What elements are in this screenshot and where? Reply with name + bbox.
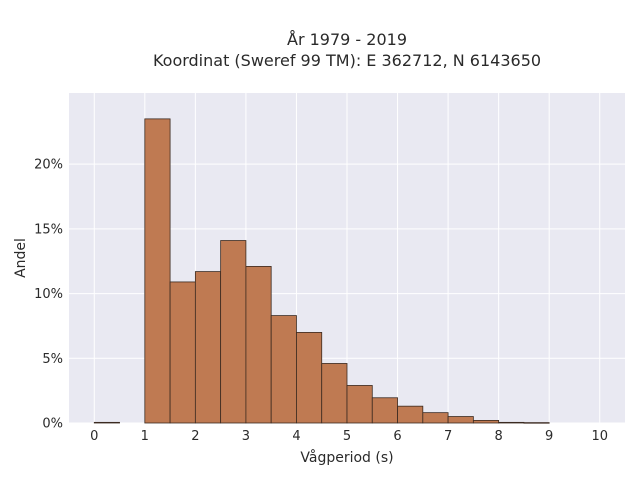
histogram-bar — [397, 405, 424, 424]
y-axis-ticks: 0% 5% 10% 15% 20% — [34, 158, 63, 432]
histogram-bar — [144, 118, 171, 424]
histogram-bar — [220, 240, 247, 424]
histogram-bar — [346, 385, 373, 424]
x-tick-label: 1 — [141, 429, 149, 444]
bars — [93, 118, 550, 424]
histogram-bar — [321, 363, 348, 424]
y-tick-label: 10% — [34, 287, 63, 302]
x-tick-label: 6 — [393, 429, 401, 444]
histogram-bar — [523, 422, 550, 424]
histogram-bar — [371, 397, 398, 424]
histogram-bar — [194, 271, 222, 424]
x-axis-ticks: 0 1 2 3 4 5 6 7 8 9 10 — [90, 429, 608, 444]
histogram-bar — [270, 315, 297, 424]
histogram-bar — [422, 412, 449, 424]
histogram-bar — [296, 332, 323, 424]
y-tick-label: 0% — [42, 417, 63, 432]
x-tick-label: 5 — [343, 429, 351, 444]
histogram-bar — [472, 420, 500, 424]
y-axis-label: Andel — [13, 238, 29, 278]
x-axis-label: Vågperiod (s) — [300, 449, 393, 466]
y-tick-label: 15% — [34, 222, 63, 237]
x-tick-label: 0 — [90, 429, 98, 444]
x-tick-label: 4 — [292, 429, 300, 444]
y-tick-label: 20% — [34, 158, 63, 173]
histogram-bar — [245, 266, 272, 424]
histogram-bar — [447, 416, 474, 424]
x-tick-label: 9 — [545, 429, 553, 444]
histogram-bar — [169, 281, 196, 424]
x-tick-label: 7 — [444, 429, 452, 444]
y-tick-label: 5% — [42, 352, 63, 367]
x-tick-label: 10 — [591, 429, 608, 444]
chart-title-line-2: Koordinat (Sweref 99 TM): E 362712, N 61… — [153, 51, 541, 70]
x-tick-label: 2 — [191, 429, 199, 444]
histogram-bar — [498, 421, 525, 424]
chart-title-line-1: År 1979 - 2019 — [287, 30, 407, 49]
x-tick-label: 8 — [494, 429, 502, 444]
histogram-bar — [93, 421, 120, 424]
x-tick-label: 3 — [242, 429, 250, 444]
